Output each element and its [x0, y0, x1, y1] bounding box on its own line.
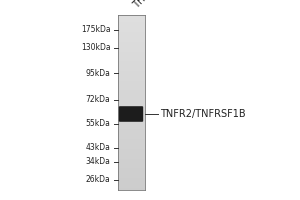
Text: 175kDa: 175kDa	[81, 25, 110, 34]
FancyBboxPatch shape	[119, 106, 143, 122]
Text: THP-1: THP-1	[131, 0, 158, 10]
Text: 26kDa: 26kDa	[86, 176, 110, 184]
Text: 130kDa: 130kDa	[81, 44, 110, 52]
Text: 95kDa: 95kDa	[85, 68, 110, 77]
Text: TNFR2/TNFRSF1B: TNFR2/TNFRSF1B	[160, 109, 246, 119]
Text: 43kDa: 43kDa	[85, 144, 110, 152]
Text: 34kDa: 34kDa	[85, 158, 110, 166]
Text: 55kDa: 55kDa	[85, 119, 110, 129]
Text: 72kDa: 72kDa	[86, 96, 110, 104]
